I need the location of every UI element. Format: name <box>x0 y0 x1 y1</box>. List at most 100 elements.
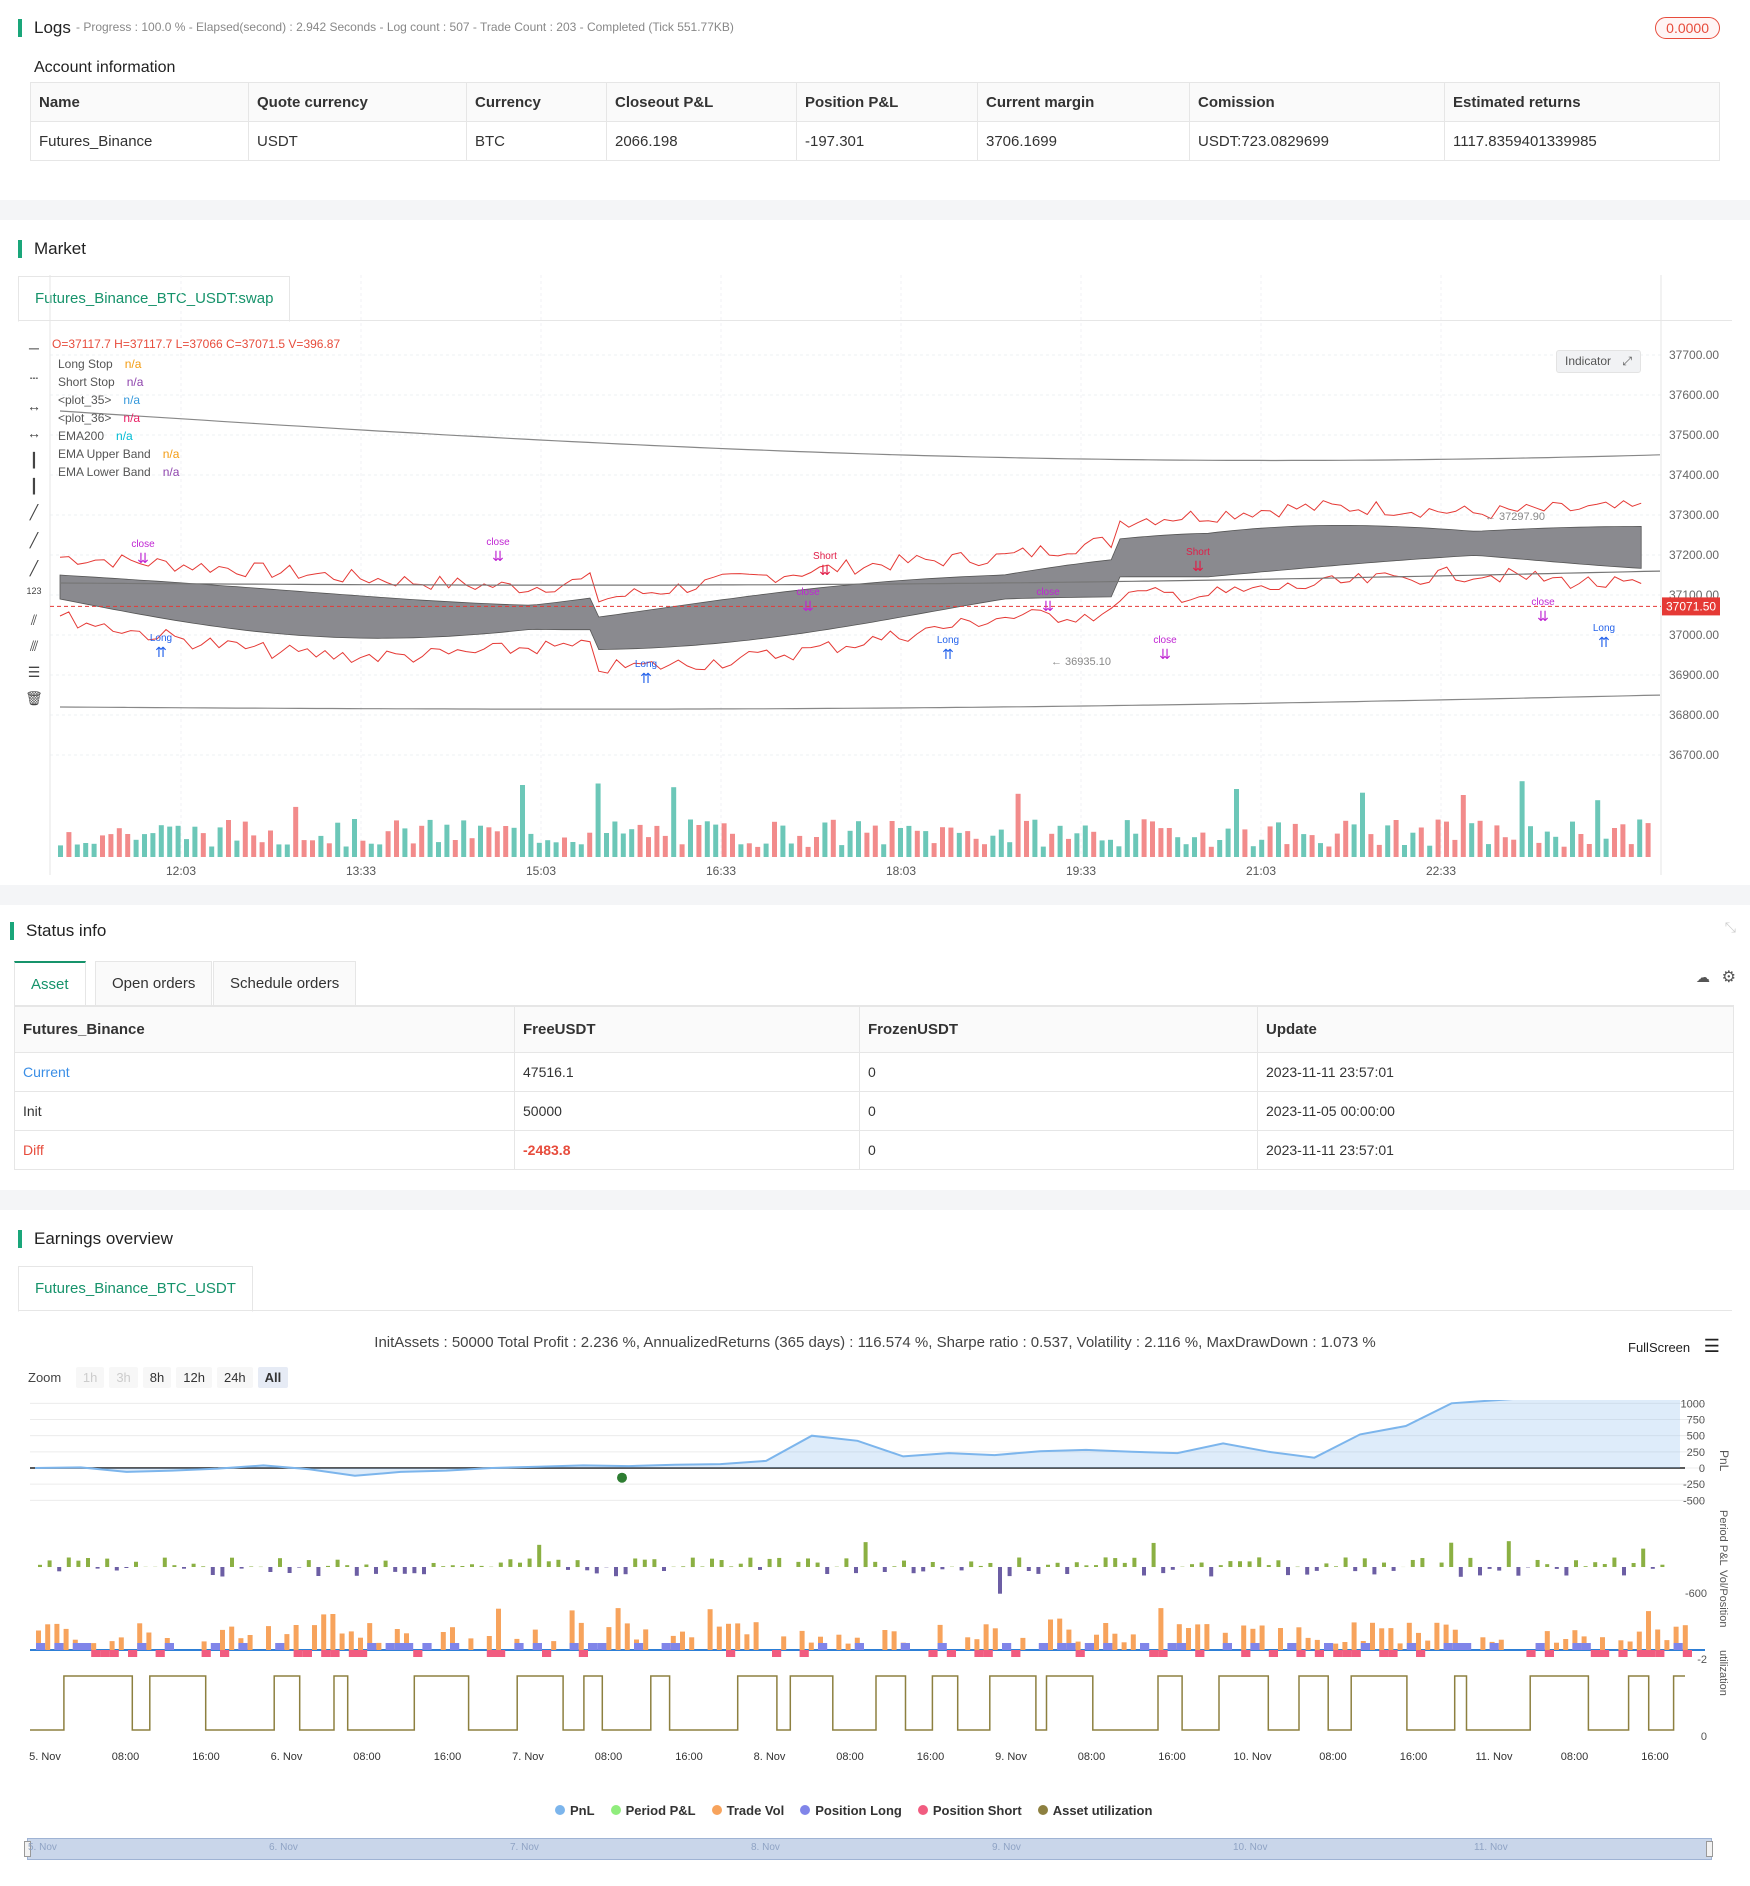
trade-vol-bar <box>1572 1630 1578 1650</box>
price-label-icon[interactable]: 123 <box>26 586 42 596</box>
volume-bar <box>469 838 475 857</box>
period-pnl-bar <box>1084 1565 1089 1568</box>
position-short-bar <box>1544 1650 1554 1657</box>
hline-icon[interactable]: ┄ <box>29 370 39 386</box>
trade-vol-bar <box>146 1632 152 1650</box>
position-long-bar <box>1140 1643 1150 1650</box>
zoom-button-1h[interactable]: 1h <box>75 1367 105 1388</box>
volume-bar <box>394 820 399 857</box>
volume-bar <box>1528 826 1533 857</box>
vertical-line-icon[interactable]: ┃ <box>29 452 39 468</box>
period-pnl-bar <box>38 1564 42 1568</box>
profit-badge: 0.0000 <box>1655 17 1720 39</box>
zoom-button-8h[interactable]: 8h <box>142 1367 172 1388</box>
legend-name: PnL <box>570 1803 595 1818</box>
volume-bar <box>872 825 878 857</box>
expand-icon[interactable]: ⤢ <box>1622 354 1632 368</box>
volume-bar <box>1141 819 1147 857</box>
position-short-bar <box>1268 1650 1278 1657</box>
volume-bar <box>58 845 63 857</box>
period-pnl-bar <box>1170 1567 1175 1570</box>
ray-line-icon[interactable]: ╱ <box>29 560 39 576</box>
cloud-icon[interactable]: ☁ <box>1696 969 1710 985</box>
trade-vol-bar <box>1370 1622 1375 1650</box>
zoom-button-3h[interactable]: 3h <box>109 1367 138 1388</box>
tab-schedule-orders[interactable]: Schedule orders <box>213 961 357 1007</box>
position-long-bar <box>1572 1643 1582 1650</box>
gear-icon[interactable]: ⚙ <box>1721 969 1736 986</box>
trade-vol-bar <box>266 1626 271 1650</box>
navigator-handle-left[interactable] <box>24 1841 31 1857</box>
x-tick-label: 10. Nov <box>1234 1751 1272 1763</box>
zoom-button-All[interactable]: All <box>257 1367 289 1388</box>
position-long-bar <box>1084 1643 1094 1650</box>
x-tick-label: 11. Nov <box>1475 1751 1513 1763</box>
volume-bar <box>133 839 139 857</box>
signal-label: Short <box>813 551 837 562</box>
fullscreen-button[interactable]: FullScreen ☰ <box>1628 1336 1720 1357</box>
position-long-bar <box>1452 1643 1462 1650</box>
period-pnl-bar <box>556 1559 561 1567</box>
position-short-bar <box>321 1650 331 1657</box>
segment-icon[interactable]: ╱ <box>29 532 39 548</box>
volume-bar <box>1544 831 1550 857</box>
menu-icon[interactable]: ☰ <box>1703 1336 1720 1356</box>
legend-item[interactable]: Trade Vol <box>711 1803 784 1818</box>
legend-item[interactable]: Position Short <box>917 1803 1022 1818</box>
legend-item[interactable]: Asset utilization <box>1037 1803 1152 1818</box>
row-label-init: Init <box>14 1091 515 1131</box>
period-pnl-bar <box>1228 1561 1233 1568</box>
crosshair-icon[interactable]: ─ <box>29 340 39 356</box>
period-pnl-bar <box>412 1567 417 1574</box>
trade-vol-bar <box>1066 1629 1072 1650</box>
x-tick-label: 08:00 <box>1319 1751 1347 1763</box>
legend-name: Period P&L <box>625 1803 696 1818</box>
vline-icon[interactable]: ↔ <box>27 425 41 441</box>
tab-earnings-symbol[interactable]: Futures_Binance_BTC_USDT <box>18 1266 253 1312</box>
indicator-button[interactable]: Indicator ⤢ <box>1556 350 1641 373</box>
volume-bar <box>1108 839 1113 857</box>
collapse-icon[interactable]: ⤡ <box>1724 919 1736 935</box>
vertical-ray-icon[interactable]: ┃ <box>29 478 39 494</box>
period-pnl-bar <box>748 1557 753 1568</box>
period-pnl-bar <box>76 1560 81 1567</box>
legend-item[interactable]: Period P&L <box>610 1803 696 1818</box>
trade-vol-bar <box>1655 1629 1661 1650</box>
navigator-handle-right[interactable] <box>1706 1841 1713 1857</box>
market-chart[interactable]: 37700.00 37600.00 37500.00 37400.00 37300.00… <box>48 275 1748 875</box>
fib-icon[interactable]: ☰ <box>27 664 41 680</box>
trend-line-icon[interactable]: ╱ <box>29 504 39 520</box>
volume-bar <box>368 843 374 857</box>
cell: 3706.1699 <box>977 121 1190 161</box>
trade-vol-bar <box>394 1629 400 1650</box>
asset-table: Futures_Binance FreeUSDT FrozenUSDT Upda… <box>14 1006 1734 1170</box>
position-long-bar <box>818 1643 828 1650</box>
table-row: Current 47516.1 0 2023-11-11 23:57:01 <box>14 1052 1734 1092</box>
earnings-chart[interactable]: 125010007505002500-250-500PnL-600Period … <box>0 1400 1750 1860</box>
position-long-bar <box>210 1643 220 1650</box>
hline2-icon[interactable] <box>24 406 44 426</box>
volume-bar <box>662 835 668 857</box>
position-short-bar <box>542 1650 552 1657</box>
tab-open-orders[interactable]: Open orders <box>95 961 213 1007</box>
pitchfork-icon[interactable]: ⫻ <box>29 638 39 654</box>
legend-item[interactable]: PnL <box>555 1803 595 1818</box>
tab-asset[interactable]: Asset <box>14 961 86 1008</box>
col-update: Update <box>1257 1006 1734 1053</box>
period-pnl-bar <box>882 1567 887 1572</box>
trade-vol-bar <box>1333 1643 1339 1650</box>
trash-icon[interactable]: 🗑 <box>25 690 43 706</box>
zoom-button-12h[interactable]: 12h <box>176 1367 212 1388</box>
parallel-channel-icon[interactable]: ⫽ <box>30 612 38 628</box>
legend-item[interactable]: Position Long <box>800 1803 902 1818</box>
legend-name: Short Stop <box>58 375 115 389</box>
volume-bar <box>982 844 987 857</box>
period-pnl-bar <box>1650 1567 1655 1569</box>
zoom-button-24h[interactable]: 24h <box>216 1367 253 1388</box>
signal-arrow-icon: ⇈ <box>640 670 652 686</box>
x-tick-label: 12:03 <box>166 864 196 875</box>
position-long-bar <box>137 1643 147 1650</box>
tab-market-symbol[interactable]: Futures_Binance_BTC_USDT:swap <box>18 276 291 322</box>
period-pnl-bar <box>1036 1567 1041 1574</box>
ray-icon[interactable]: ↔ <box>27 398 41 414</box>
